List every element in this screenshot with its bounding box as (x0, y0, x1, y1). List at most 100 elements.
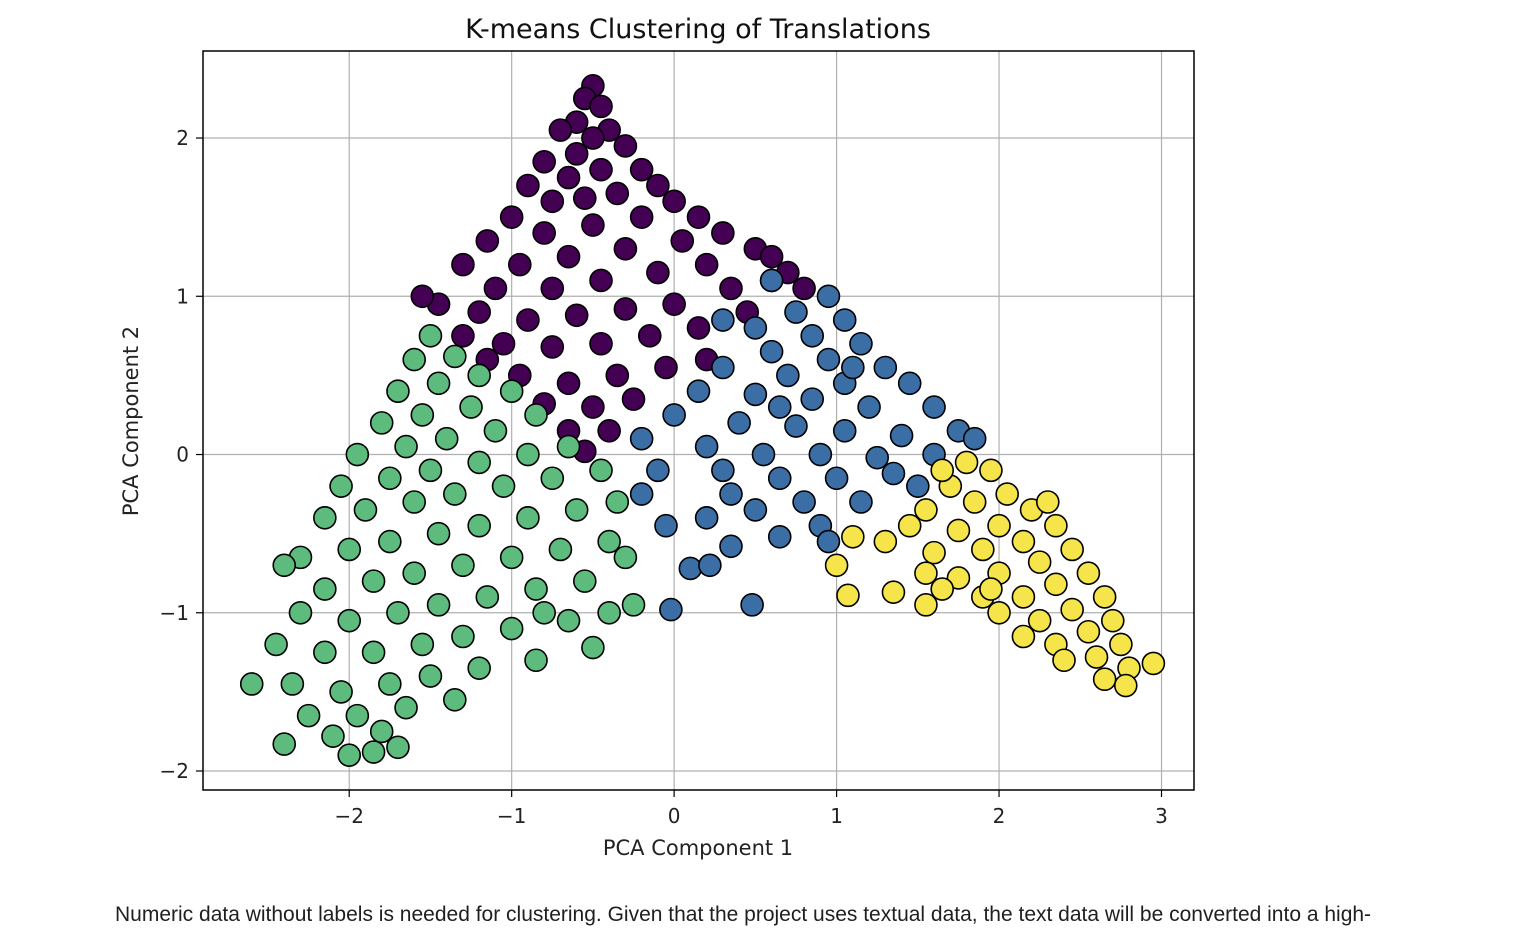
cluster-0-point (719, 276, 743, 301)
plot-frame (202, 50, 1195, 791)
cluster-2-point (386, 735, 410, 760)
cluster-2-point (597, 600, 621, 625)
cluster-0-point (581, 126, 605, 150)
cluster-1-point (873, 355, 898, 380)
cluster-1-point (857, 395, 881, 419)
cluster-1-point (832, 418, 857, 443)
cluster-2-point (564, 498, 589, 522)
cluster-0-point (532, 149, 556, 174)
cluster-2-point (605, 490, 630, 514)
cluster-3-point (914, 498, 938, 522)
cluster-2-point (418, 664, 443, 688)
cluster-0-point (556, 244, 581, 269)
cluster-0-point (654, 355, 678, 380)
cluster-2-point (475, 585, 500, 609)
cluster-2-point (329, 680, 353, 704)
cluster-2-point (524, 577, 548, 601)
cluster-1-point (767, 395, 792, 419)
cluster-3-point (1109, 632, 1133, 657)
cluster-1-point (629, 426, 654, 451)
cluster-2-point (361, 569, 386, 593)
cluster-2-point (402, 561, 426, 586)
cluster-1-point (659, 597, 683, 622)
cluster-2-point (426, 521, 451, 546)
cluster-0-point (410, 284, 435, 309)
cluster-3-point (1035, 490, 1060, 514)
cluster-1-point (694, 434, 719, 459)
cluster-2-point (572, 569, 597, 593)
cluster-1-point (824, 466, 849, 491)
scatter-chart: K-means Clustering of Translations −2 −1 0… (119, 14, 1195, 860)
cluster-3-point (987, 600, 1011, 625)
x-axis-ticks: −2 −1 0 1 2 3 (334, 790, 1168, 828)
cluster-2-point (443, 688, 467, 712)
cluster-2-point (581, 635, 605, 660)
cluster-2-point (313, 506, 337, 530)
cluster-2-point (499, 616, 524, 641)
cluster-0-point (759, 244, 784, 269)
cluster-0-point (662, 292, 686, 316)
cluster-3-point (962, 490, 987, 514)
cluster-2-point (418, 458, 443, 483)
cluster-0-point (662, 189, 686, 214)
cluster-0-point (581, 213, 605, 237)
cluster-2-point (410, 403, 435, 427)
cluster-0-point (548, 118, 573, 142)
x-tick-label: 1 (830, 804, 843, 828)
cluster-3-point (1084, 645, 1109, 669)
cluster-1-point (841, 355, 865, 380)
cluster-2-point (540, 466, 565, 491)
cluster-0-point (637, 324, 662, 348)
cluster-3-point (836, 583, 860, 608)
cluster-3-point (1044, 513, 1068, 538)
cluster-2-point (556, 434, 581, 459)
y-tick-label: 2 (176, 126, 189, 150)
cluster-2-point (272, 732, 297, 756)
cluster-2-point (296, 703, 321, 728)
cluster-2-point (556, 608, 581, 633)
cluster-0-point (670, 229, 695, 253)
cluster-0-point (605, 363, 630, 388)
cluster-0-point (516, 308, 540, 332)
cluster-1-point (743, 498, 768, 522)
cluster-0-point (499, 205, 524, 229)
cluster-1-point (759, 268, 784, 293)
cluster-1-point (889, 423, 914, 448)
cluster-2-point (597, 529, 621, 554)
cluster-2-point (361, 740, 386, 764)
cluster-2-point (467, 450, 491, 475)
cluster-2-point (361, 640, 386, 665)
cluster-1-point (678, 556, 703, 581)
cluster-1-point (751, 442, 776, 467)
cluster-1-point (711, 355, 735, 380)
cluster-3-point (897, 513, 922, 538)
cluster-1-point (743, 382, 768, 407)
cluster-0-point (621, 387, 646, 411)
cluster-0-point (686, 316, 711, 340)
cluster-1-point (719, 482, 743, 506)
cluster-1-point (881, 461, 906, 486)
cluster-3-point (930, 458, 954, 483)
cluster-0-point (451, 252, 475, 277)
cluster-2-point (499, 379, 524, 404)
cluster-3-point (1027, 550, 1052, 574)
cluster-2-point (378, 529, 402, 554)
cluster-1-point (719, 534, 743, 559)
cluster-0-point (540, 276, 565, 301)
x-tick-label: −2 (334, 804, 363, 828)
cluster-2-point (499, 545, 524, 570)
cluster-2-point (345, 703, 370, 728)
cluster-0-point (597, 418, 621, 443)
cluster-2-point (410, 632, 435, 657)
cluster-3-point (987, 513, 1011, 538)
cluster-2-point (313, 577, 337, 601)
cluster-3-point (1052, 648, 1076, 673)
cluster-1-point (698, 553, 722, 578)
cluster-3-point (922, 540, 946, 565)
cluster-1-point (849, 331, 873, 356)
cluster-0-point (475, 229, 500, 253)
x-tick-label: −1 (497, 804, 526, 828)
cluster-0-point (564, 303, 589, 328)
cluster-0-point (516, 173, 540, 198)
cluster-0-point (556, 371, 581, 396)
